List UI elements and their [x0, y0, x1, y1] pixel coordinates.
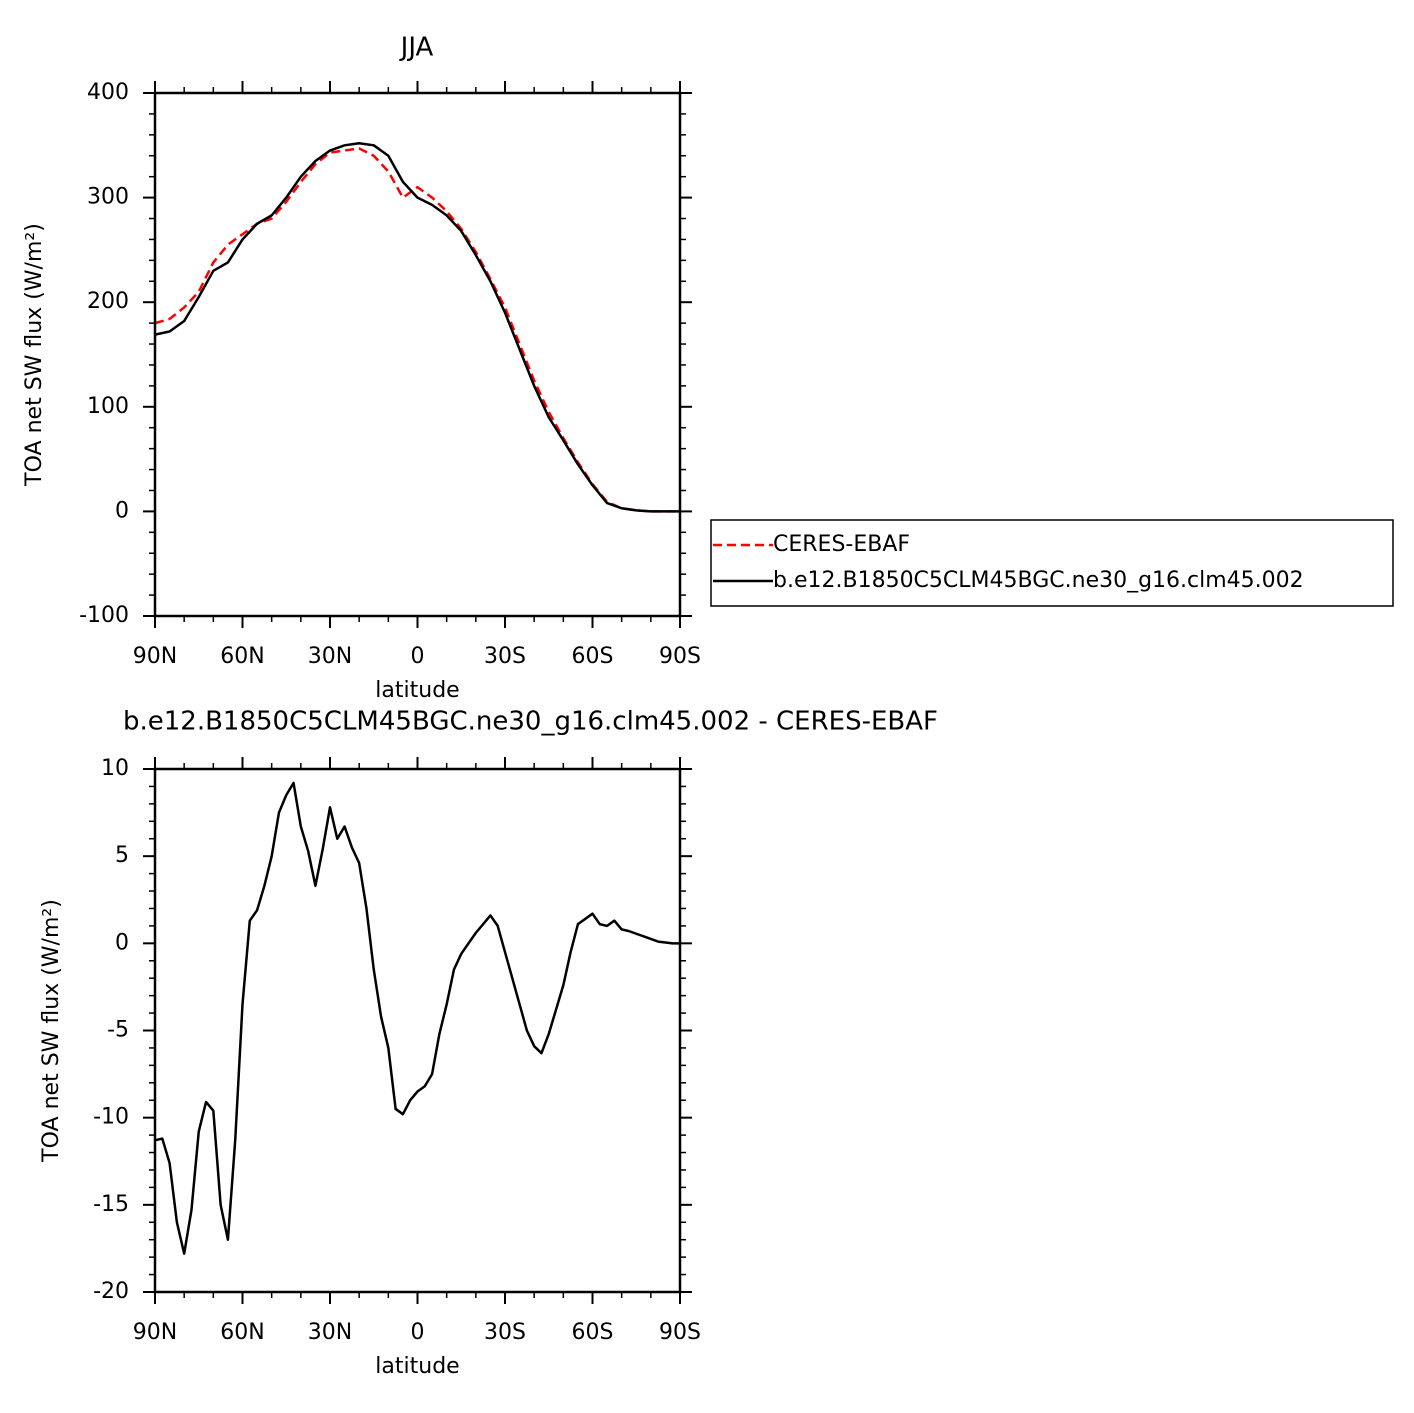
y-tick-label: 200 — [87, 289, 129, 314]
x-tick-label: 30N — [308, 644, 352, 669]
data-line — [154, 781, 680, 1255]
y-axis-label: TOA net SW flux (W/m²) — [39, 899, 64, 1163]
x-axis-label: latitude — [375, 678, 459, 703]
data-line — [154, 141, 680, 513]
y-tick-label: 300 — [87, 185, 129, 210]
y-tick-label: -100 — [79, 603, 129, 628]
x-tick-label: 60S — [572, 644, 614, 669]
x-tick-label: 60S — [572, 1320, 614, 1345]
x-tick-label: 30N — [308, 1320, 352, 1345]
y-tick-label: 10 — [101, 756, 129, 781]
legend-label: b.e12.B1850C5CLM45BGC.ne30_g16.clm45.002 — [773, 568, 1304, 593]
chart-title: JJA — [399, 33, 434, 63]
x-axis-label: latitude — [375, 1354, 459, 1379]
chart-title: b.e12.B1850C5CLM45BGC.ne30_g16.clm45.002… — [123, 707, 938, 737]
y-tick-label: 100 — [87, 394, 129, 419]
legend-label: CERES-EBAF — [773, 532, 910, 557]
legend-box — [710, 519, 1394, 607]
y-tick-label: -10 — [93, 1105, 129, 1130]
y-axis-label: TOA net SW flux (W/m²) — [22, 223, 47, 487]
plot-frame — [153, 767, 682, 1294]
y-tick-label: 0 — [115, 498, 129, 523]
y-tick-label: -15 — [93, 1192, 129, 1217]
plot-frame — [153, 91, 682, 618]
x-tick-label: 60N — [220, 1320, 264, 1345]
x-tick-label: 30S — [484, 644, 526, 669]
x-tick-label: 0 — [411, 644, 425, 669]
x-tick-label: 90S — [659, 1320, 701, 1345]
x-tick-label: 0 — [411, 1320, 425, 1345]
data-line — [154, 147, 680, 513]
x-tick-label: 30S — [484, 1320, 526, 1345]
y-tick-label: 0 — [115, 930, 129, 955]
y-tick-label: 5 — [115, 843, 129, 868]
x-tick-label: 90S — [659, 644, 701, 669]
y-tick-label: 400 — [87, 80, 129, 105]
x-tick-label: 60N — [220, 644, 264, 669]
x-tick-label: 90N — [133, 644, 177, 669]
y-tick-label: -20 — [93, 1279, 129, 1304]
x-tick-label: 90N — [133, 1320, 177, 1345]
y-tick-label: -5 — [107, 1018, 129, 1043]
